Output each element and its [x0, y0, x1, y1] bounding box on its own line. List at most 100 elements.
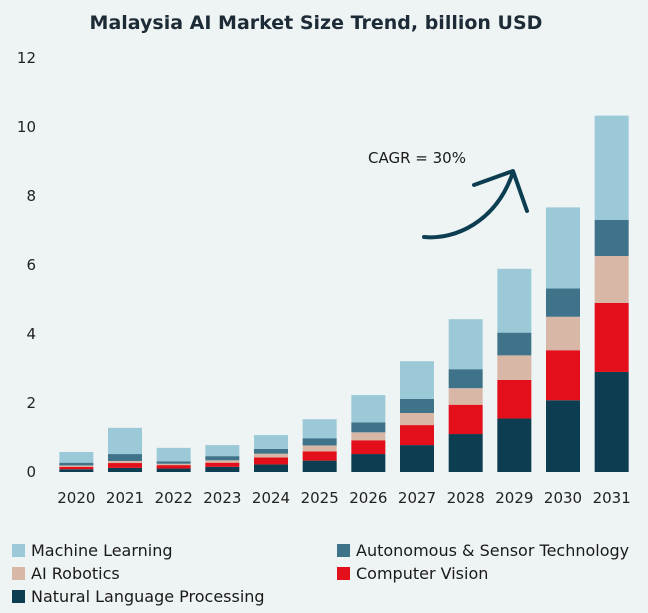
bar-segment-autonomous-sensor-technology-2027: [400, 398, 434, 414]
bar-segment-machine-learning-2024: [254, 435, 288, 449]
bar-segment-natural-language-processing-2031: [594, 371, 629, 472]
legend-item: AI Robotics: [12, 564, 120, 583]
bar-segment-ai-robotics-2024: [254, 453, 288, 458]
bar-segment-machine-learning-2028: [448, 319, 483, 370]
x-tick-label: 2023: [203, 489, 241, 507]
bar-segment-autonomous-sensor-technology-2029: [497, 332, 532, 356]
x-tick-label: 2020: [57, 489, 95, 507]
bar-segment-natural-language-processing-2024: [254, 464, 288, 472]
bar-segment-natural-language-processing-2025: [302, 460, 337, 472]
bar-segment-natural-language-processing-2029: [497, 418, 532, 472]
cagr-label: CAGR = 30%: [368, 149, 466, 167]
bar-segment-machine-learning-2020: [59, 451, 94, 463]
bar-segment-ai-robotics-2027: [400, 413, 434, 426]
bar-segment-ai-robotics-2023: [205, 460, 240, 463]
bar-segment-ai-robotics-2020: [59, 465, 94, 467]
bar-segment-autonomous-sensor-technology-2031: [594, 219, 629, 257]
legend-label: Natural Language Processing: [31, 587, 265, 606]
bars: [59, 115, 629, 472]
bar-segment-autonomous-sensor-technology-2022: [156, 461, 191, 464]
bar-segment-computer-vision-2021: [108, 463, 142, 468]
bar-segment-computer-vision-2022: [156, 465, 191, 469]
x-tick-label: 2027: [398, 489, 436, 507]
x-tick-label: 2025: [301, 489, 339, 507]
bar-segment-computer-vision-2029: [497, 379, 532, 419]
x-axis: 2020 2021 2022 2023 2024 2025 2026 2027 2028 2029…: [57, 489, 631, 507]
bar-segment-natural-language-processing-2026: [351, 454, 386, 472]
x-tick-label: 2026: [349, 489, 387, 507]
x-tick-label: 2028: [447, 489, 485, 507]
legend-item: Natural Language Processing: [12, 587, 265, 606]
bar-segment-autonomous-sensor-technology-2028: [448, 369, 483, 389]
y-tick-label: 2: [26, 394, 36, 412]
bar-segment-ai-robotics-2021: [108, 460, 142, 464]
bar-segment-ai-robotics-2022: [156, 463, 191, 466]
legend-label: AI Robotics: [31, 564, 120, 583]
bar-segment-machine-learning-2021: [108, 427, 142, 455]
bar-segment-computer-vision-2020: [59, 466, 94, 470]
bar-segment-natural-language-processing-2021: [108, 467, 142, 472]
bar-segment-computer-vision-2024: [254, 457, 288, 465]
legend-swatch: [12, 567, 25, 580]
bar-segment-machine-learning-2029: [497, 268, 532, 333]
x-tick-label: 2021: [106, 489, 144, 507]
bar-segment-computer-vision-2028: [448, 404, 483, 435]
bar-segment-ai-robotics-2028: [448, 388, 483, 405]
bar-segment-natural-language-processing-2027: [400, 445, 434, 472]
legend-swatch: [12, 590, 25, 603]
bar-segment-computer-vision-2031: [594, 302, 629, 372]
bar-segment-machine-learning-2026: [351, 395, 386, 423]
x-tick-label: 2029: [495, 489, 533, 507]
legend-swatch: [12, 544, 25, 557]
cagr-arrow-curve: [422, 173, 514, 240]
bar-segment-ai-robotics-2031: [594, 256, 629, 303]
legend-swatch: [337, 544, 350, 557]
bar-segment-autonomous-sensor-technology-2026: [351, 422, 386, 433]
legend-item: Autonomous & Sensor Technology: [337, 541, 629, 560]
bar-segment-natural-language-processing-2030: [546, 400, 580, 472]
y-tick-label: 0: [26, 463, 36, 481]
legend-swatch: [337, 567, 350, 580]
bar-segment-autonomous-sensor-technology-2020: [59, 462, 94, 466]
bar-segment-ai-robotics-2029: [497, 355, 532, 380]
legend-item: Computer Vision: [337, 564, 488, 583]
bar-segment-machine-learning-2031: [594, 115, 629, 220]
legend-label: Machine Learning: [31, 541, 173, 560]
chart-title: Malaysia AI Market Size Trend, billion U…: [90, 12, 543, 34]
bar-segment-computer-vision-2030: [546, 350, 580, 401]
bar-segment-machine-learning-2030: [546, 207, 580, 289]
legend-label: Computer Vision: [356, 564, 489, 583]
y-axis: 0 2 4 6 8 10 12: [17, 49, 36, 481]
y-tick-label: 12: [17, 49, 36, 67]
bar-segment-ai-robotics-2025: [302, 445, 337, 452]
bar-segment-machine-learning-2023: [205, 445, 240, 457]
bar-segment-ai-robotics-2030: [546, 316, 580, 351]
bar-segment-natural-language-processing-2020: [59, 469, 94, 472]
y-tick-label: 10: [17, 118, 36, 136]
x-tick-label: 2031: [593, 489, 631, 507]
y-tick-label: 6: [26, 256, 36, 274]
bar-segment-autonomous-sensor-technology-2021: [108, 454, 142, 461]
bar-segment-autonomous-sensor-technology-2024: [254, 448, 288, 454]
bar-segment-ai-robotics-2026: [351, 432, 386, 441]
bar-segment-machine-learning-2025: [302, 419, 337, 439]
legend-label: Autonomous & Sensor Technology: [356, 541, 630, 560]
bar-segment-autonomous-sensor-technology-2030: [546, 288, 580, 317]
y-tick-label: 8: [26, 187, 36, 205]
bar-segment-machine-learning-2022: [156, 447, 191, 462]
bar-segment-machine-learning-2027: [400, 361, 434, 399]
bar-segment-natural-language-processing-2028: [448, 434, 483, 472]
x-tick-label: 2024: [252, 489, 290, 507]
x-tick-label: 2030: [544, 489, 582, 507]
bar-segment-autonomous-sensor-technology-2025: [302, 438, 337, 446]
legend-item: Machine Learning: [12, 541, 173, 560]
bar-segment-computer-vision-2026: [351, 440, 386, 455]
bar-segment-computer-vision-2025: [302, 451, 337, 461]
bar-segment-computer-vision-2023: [205, 462, 240, 467]
bar-segment-computer-vision-2027: [400, 425, 434, 446]
cagr-annotation: CAGR = 30%: [368, 149, 529, 240]
y-tick-label: 4: [26, 325, 36, 343]
bar-segment-natural-language-processing-2022: [156, 468, 191, 472]
